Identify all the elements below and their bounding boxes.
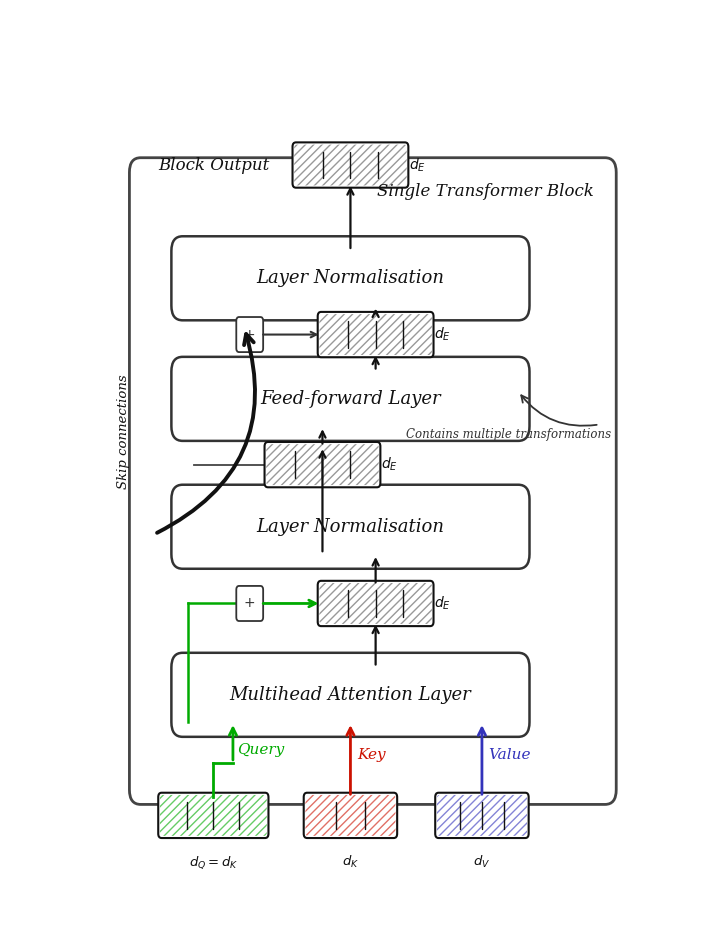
Text: +: + <box>244 597 256 610</box>
FancyBboxPatch shape <box>264 442 380 487</box>
Text: $d_E$: $d_E$ <box>409 157 426 174</box>
FancyBboxPatch shape <box>158 792 269 838</box>
FancyBboxPatch shape <box>129 158 617 805</box>
Text: Multihead Attention Layer: Multihead Attention Layer <box>230 686 471 704</box>
Text: Feed-forward Layer: Feed-forward Layer <box>260 390 440 408</box>
FancyBboxPatch shape <box>236 317 263 352</box>
Text: Value: Value <box>489 748 531 762</box>
FancyBboxPatch shape <box>171 653 529 736</box>
Text: $d_V$: $d_V$ <box>474 854 490 870</box>
FancyBboxPatch shape <box>304 792 397 838</box>
FancyBboxPatch shape <box>318 312 433 357</box>
Text: Layer Normalisation: Layer Normalisation <box>256 518 445 536</box>
Text: $d_E$: $d_E$ <box>435 595 451 612</box>
FancyBboxPatch shape <box>318 581 433 626</box>
FancyBboxPatch shape <box>171 236 529 321</box>
Text: $d_Q = d_K$: $d_Q = d_K$ <box>188 854 238 871</box>
Text: Skip connections: Skip connections <box>117 375 131 489</box>
FancyBboxPatch shape <box>292 142 409 188</box>
Text: +: + <box>244 327 256 342</box>
FancyBboxPatch shape <box>171 485 529 568</box>
Text: Contains multiple transformations: Contains multiple transformations <box>406 428 611 441</box>
FancyBboxPatch shape <box>171 357 529 441</box>
Text: Layer Normalisation: Layer Normalisation <box>256 270 445 288</box>
Text: $d_E$: $d_E$ <box>381 456 398 474</box>
Text: $d_E$: $d_E$ <box>435 326 451 344</box>
FancyBboxPatch shape <box>435 792 529 838</box>
Text: Query: Query <box>238 743 284 756</box>
FancyBboxPatch shape <box>236 586 263 621</box>
Text: Single Transformer Block: Single Transformer Block <box>377 183 593 200</box>
Text: $d_K$: $d_K$ <box>342 854 359 870</box>
Text: Key: Key <box>357 748 386 762</box>
Text: Block Output: Block Output <box>158 157 269 174</box>
